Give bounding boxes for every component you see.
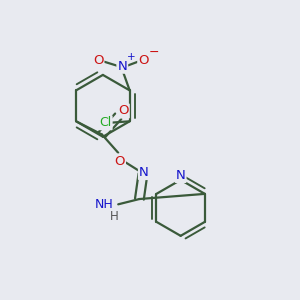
Text: NH: NH [95, 198, 114, 211]
Text: O: O [138, 54, 149, 68]
Text: O: O [114, 154, 125, 167]
Text: O: O [93, 54, 104, 68]
Text: O: O [118, 104, 129, 118]
Text: N: N [139, 166, 149, 179]
Text: Cl: Cl [99, 116, 112, 129]
Text: +: + [128, 52, 136, 62]
Text: N: N [117, 60, 127, 73]
Text: −: − [148, 46, 159, 59]
Text: N: N [176, 169, 185, 182]
Text: H: H [110, 210, 118, 223]
